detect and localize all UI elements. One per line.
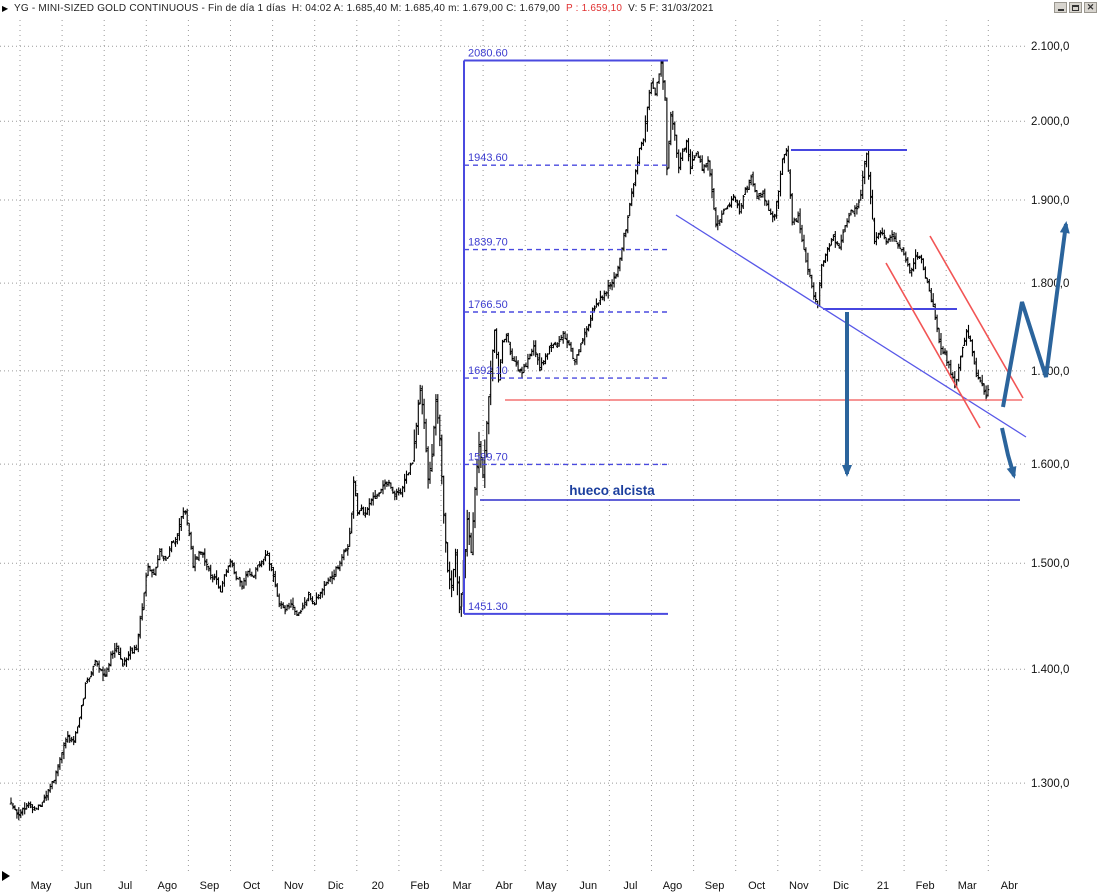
- x-axis-month-label: Oct: [748, 880, 765, 892]
- fibonacci-level-label: 1839.70: [468, 237, 508, 249]
- x-axis-month-label: Feb: [410, 880, 429, 892]
- detach-arrow-icon[interactable]: ▶: [2, 4, 9, 13]
- window-controls: ✕: [1054, 2, 1097, 13]
- x-axis-month-label: Feb: [916, 880, 935, 892]
- y-axis-tick-label: 2.100,0: [1031, 41, 1069, 53]
- fibonacci-level-label: 1692.10: [468, 365, 508, 377]
- title-bar: ▶ YG - MINI-SIZED GOLD CONTINUOUS - Fin …: [0, 0, 1100, 16]
- x-axis-month-label: Abr: [1001, 880, 1018, 892]
- price-bars-series: [9, 60, 990, 821]
- y-axis-tick-label: 1.300,0: [1031, 778, 1069, 790]
- grid: [0, 20, 1026, 874]
- x-axis-month-label: Mar: [958, 880, 977, 892]
- x-axis-month-label: Sep: [705, 880, 725, 892]
- x-axis-month-label: Jun: [579, 880, 597, 892]
- x-axis-month-label: Abr: [496, 880, 513, 892]
- x-axis-month-label: 20: [372, 880, 384, 892]
- y-axis-tick-label: 1.600,0: [1031, 459, 1069, 471]
- x-axis-month-label: 21: [877, 880, 889, 892]
- y-axis-tick-label: 1.900,0: [1031, 195, 1069, 207]
- x-axis-month-label: Nov: [284, 880, 304, 892]
- fibonacci-level-label: 1943.60: [468, 152, 508, 164]
- x-axis-month-label: Ago: [663, 880, 683, 892]
- y-axis-tick-label: 2.000,0: [1031, 116, 1069, 128]
- red-channel-line-1[interactable]: [885, 262, 981, 429]
- x-axis-month-label: Mar: [453, 880, 472, 892]
- x-axis-month-label: Ago: [158, 880, 178, 892]
- y-axis-tick-label: 1.400,0: [1031, 664, 1069, 676]
- minimize-button[interactable]: [1054, 2, 1067, 13]
- close-button[interactable]: ✕: [1084, 2, 1097, 13]
- x-axis-labels: May Jun Jul Ago Sep Oct Nov Dic 20 Feb Mar Abr May Ju…: [31, 880, 1019, 892]
- x-axis-month-label: Sep: [200, 880, 220, 892]
- last-trade-readout: P : 1.659,10: [565, 2, 623, 14]
- x-axis-month-label: Jun: [74, 880, 92, 892]
- downtrend-line[interactable]: [675, 214, 1027, 438]
- y-axis-tick-label: 1.800,0: [1031, 278, 1069, 290]
- annotation-arrows[interactable]: [842, 221, 1070, 479]
- bullish-gap-label: hueco alcista: [569, 483, 655, 498]
- y-axis-tick-label: 1.700,0: [1031, 366, 1069, 378]
- volume-date-readout: V: 5 F: 31/03/2021: [628, 2, 714, 14]
- fibonacci-retracement[interactable]: 2080.60 1943.60 1839.70 1766.50 1692.10 1599.…: [463, 48, 668, 615]
- fibonacci-level-label: 1766.50: [468, 299, 508, 311]
- y-axis-tick-label: 1.500,0: [1031, 558, 1069, 570]
- y-axis-labels: 2.100,0 2.000,0 1.900,0 1.800,0 1.700,0 1.600…: [1031, 41, 1069, 790]
- x-axis-month-label: Oct: [243, 880, 260, 892]
- fibonacci-level-label: 1599.70: [468, 451, 508, 463]
- instrument-title: YG - MINI-SIZED GOLD CONTINUOUS - Fin de…: [14, 2, 286, 14]
- fibonacci-level-label: 2080.60: [468, 48, 508, 60]
- ohlc-readout: H: 04:02 A: 1.685,40 M: 1.685,40 m: 1.67…: [291, 2, 560, 14]
- bullish-zigzag-arrow[interactable]: [1001, 221, 1070, 408]
- x-axis-month-label: Jul: [623, 880, 637, 892]
- x-axis-month-label: Nov: [789, 880, 809, 892]
- fibonacci-level-label: 1451.30: [468, 601, 508, 613]
- x-axis-month-label: Dic: [328, 880, 344, 892]
- x-axis-month-label: Dic: [833, 880, 849, 892]
- scroll-left-arrow-icon[interactable]: [2, 871, 10, 881]
- x-axis-month-label: May: [31, 880, 52, 892]
- x-axis-month-label: Jul: [118, 880, 132, 892]
- maximize-button[interactable]: [1069, 2, 1082, 13]
- bearish-alternative-arrow[interactable]: [1000, 427, 1017, 479]
- x-axis-month-label: May: [536, 880, 557, 892]
